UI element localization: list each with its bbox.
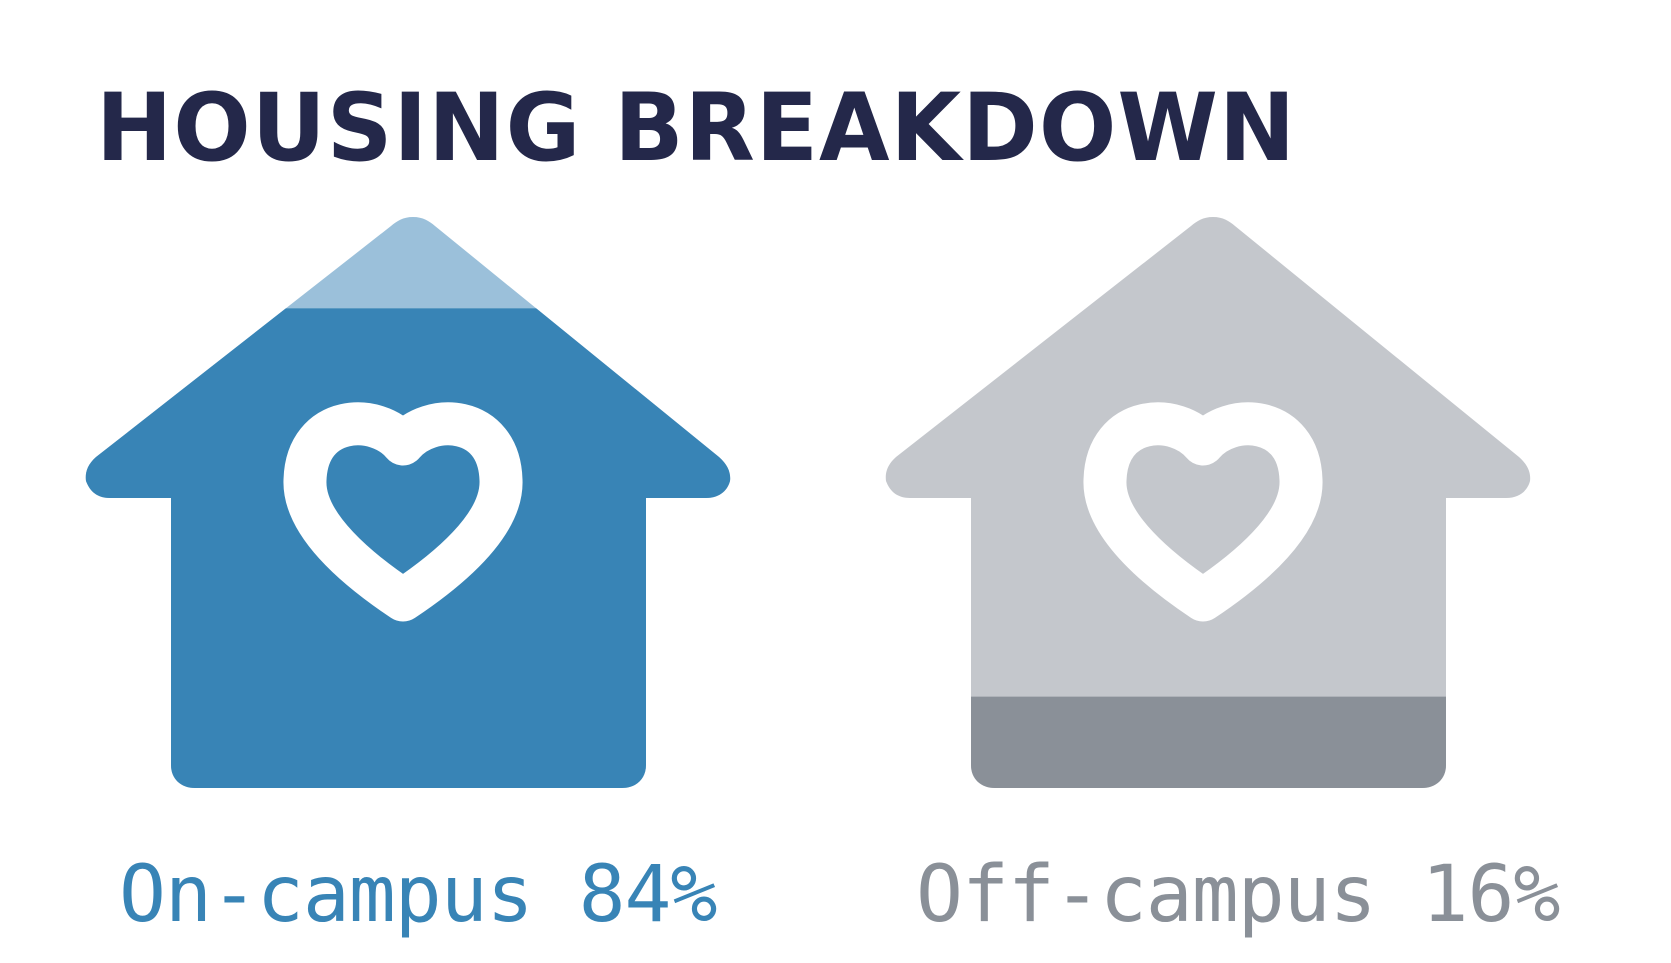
on-campus-label: On-campus 84%: [119, 850, 717, 940]
page-title: HOUSING BREAKDOWN: [96, 74, 1297, 183]
off-campus-house-icon: [885, 217, 1531, 788]
heart-icon: [1083, 402, 1323, 622]
off-campus-label: Off-campus 16%: [916, 850, 1560, 940]
on-campus-house-icon: [85, 217, 731, 788]
on-campus-fill-bar: [85, 308, 731, 788]
heart-icon: [283, 402, 523, 622]
off-campus-fill-bar: [885, 696, 1531, 788]
